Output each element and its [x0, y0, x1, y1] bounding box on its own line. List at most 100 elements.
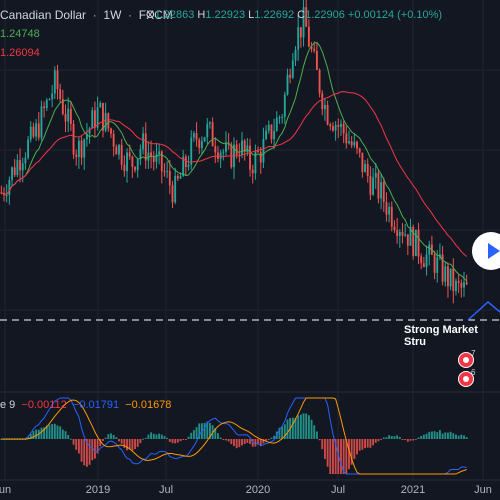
macd-histogram-bar	[187, 436, 190, 439]
macd-histogram-bar	[32, 431, 35, 439]
candle-body	[356, 141, 358, 149]
candle-body	[43, 106, 46, 109]
projection-path	[467, 301, 500, 321]
macd-histogram-bar	[225, 439, 227, 441]
macd-histogram-bar	[139, 439, 142, 444]
macd-histogram-bar	[75, 439, 78, 450]
macd-histogram-bar	[457, 435, 460, 439]
macd-histogram-bar	[259, 439, 262, 446]
candle-body	[83, 139, 86, 158]
ma-fast-line	[1, 41, 468, 282]
macd-histogram-bar	[302, 413, 305, 439]
event-flag-icon[interactable]	[458, 371, 474, 387]
macd-histogram-bar	[441, 433, 444, 439]
macd-histogram-bar	[310, 419, 313, 439]
candle-body	[265, 130, 268, 140]
macd-histogram-bar	[265, 439, 268, 442]
macd-histogram-bar	[364, 439, 366, 449]
candle-body	[313, 48, 316, 52]
candle-body	[289, 74, 292, 78]
candle-body	[158, 151, 161, 155]
candle-body	[126, 152, 128, 172]
macd-histogram-bar	[59, 426, 62, 439]
candle-body	[449, 268, 452, 287]
macd-histogram-bar	[286, 419, 289, 439]
symbol-label: Canadian Dollar	[0, 8, 87, 22]
macd-histogram-bar	[61, 429, 64, 439]
macd-histogram-bar	[123, 439, 126, 448]
candle-body	[37, 123, 40, 138]
time-axis-label: un	[0, 484, 12, 496]
candle-body	[329, 124, 332, 127]
macd-histogram-bar	[422, 434, 425, 439]
time-axis-label: Jul	[330, 484, 346, 496]
candle-body	[267, 124, 270, 131]
candle-body	[182, 156, 185, 177]
candle-body	[307, 26, 310, 47]
macd-histogram-bar	[372, 439, 374, 446]
macd-histogram-bar	[45, 425, 48, 439]
macd-histogram-bar	[115, 437, 118, 439]
candle-body	[211, 122, 214, 147]
macd-histogram-bar	[142, 438, 145, 440]
macd-histogram-bar	[353, 439, 356, 459]
candle-body	[350, 141, 353, 146]
interval-label[interactable]: 1W	[103, 8, 122, 22]
change-value: +0.00124 (+0.10%)	[347, 9, 443, 21]
candle-body	[13, 167, 16, 176]
macd-histogram-bar	[131, 439, 134, 451]
candle-body	[294, 49, 297, 61]
candle-body	[123, 164, 126, 172]
macd-histogram-bar	[307, 415, 310, 439]
macd-histogram-bar	[337, 439, 340, 474]
candle-body	[72, 124, 75, 155]
macd-histogram-bar	[241, 439, 243, 446]
flag-dot-icon	[463, 376, 469, 382]
macd-histogram-bar	[321, 439, 324, 450]
macd-histogram-bar	[393, 436, 396, 439]
macd-histogram-bar	[144, 437, 147, 439]
macd-histogram-bar	[299, 414, 302, 439]
macd-histogram-bar	[406, 439, 409, 442]
event-flag-icon[interactable]	[458, 352, 474, 368]
macd-histogram-bar	[430, 431, 433, 439]
macd-histogram-bar	[361, 439, 364, 450]
candle-body	[444, 266, 447, 282]
macd-histogram-bar	[449, 431, 452, 439]
macd-histogram-bar	[348, 439, 350, 470]
macd-histogram-bar	[118, 439, 120, 442]
close-key: C	[297, 9, 306, 21]
candle-body	[27, 139, 30, 158]
candle-body	[174, 175, 177, 203]
candle-body	[257, 151, 260, 153]
macd-histogram-bar	[273, 435, 276, 439]
structure-annotation-label[interactable]: Strong Market Stru	[404, 324, 478, 348]
candle-body	[187, 164, 190, 167]
candle-body	[99, 102, 102, 108]
candle-body	[85, 133, 88, 140]
candle-body	[29, 126, 32, 140]
candle-body	[139, 149, 142, 159]
macd-histogram-bar	[192, 430, 195, 439]
candle-body	[238, 154, 241, 156]
macd-histogram-bar	[294, 417, 297, 439]
macd-histogram-bar	[67, 434, 70, 439]
candle-body	[406, 234, 409, 246]
replay-button[interactable]	[472, 232, 500, 270]
candle-body	[433, 254, 436, 273]
candle-body	[299, 27, 302, 38]
candle-body	[401, 232, 404, 236]
ohlc-readout: O1.22863 H1.22923 L1.22692 C1.22906 +0.0…	[146, 9, 442, 21]
candle-body	[422, 263, 425, 268]
macd-histogram-bar	[305, 413, 308, 439]
candle-body	[404, 234, 407, 236]
candle-body	[136, 158, 139, 171]
macd-histogram-bar	[208, 422, 211, 439]
macd-histogram-bar	[377, 439, 380, 442]
symbol-title[interactable]: Canadian Dollar · 1W · FXCM	[0, 8, 173, 22]
candle-body	[144, 133, 147, 161]
candle-body	[398, 232, 401, 237]
candle-body	[380, 182, 383, 199]
